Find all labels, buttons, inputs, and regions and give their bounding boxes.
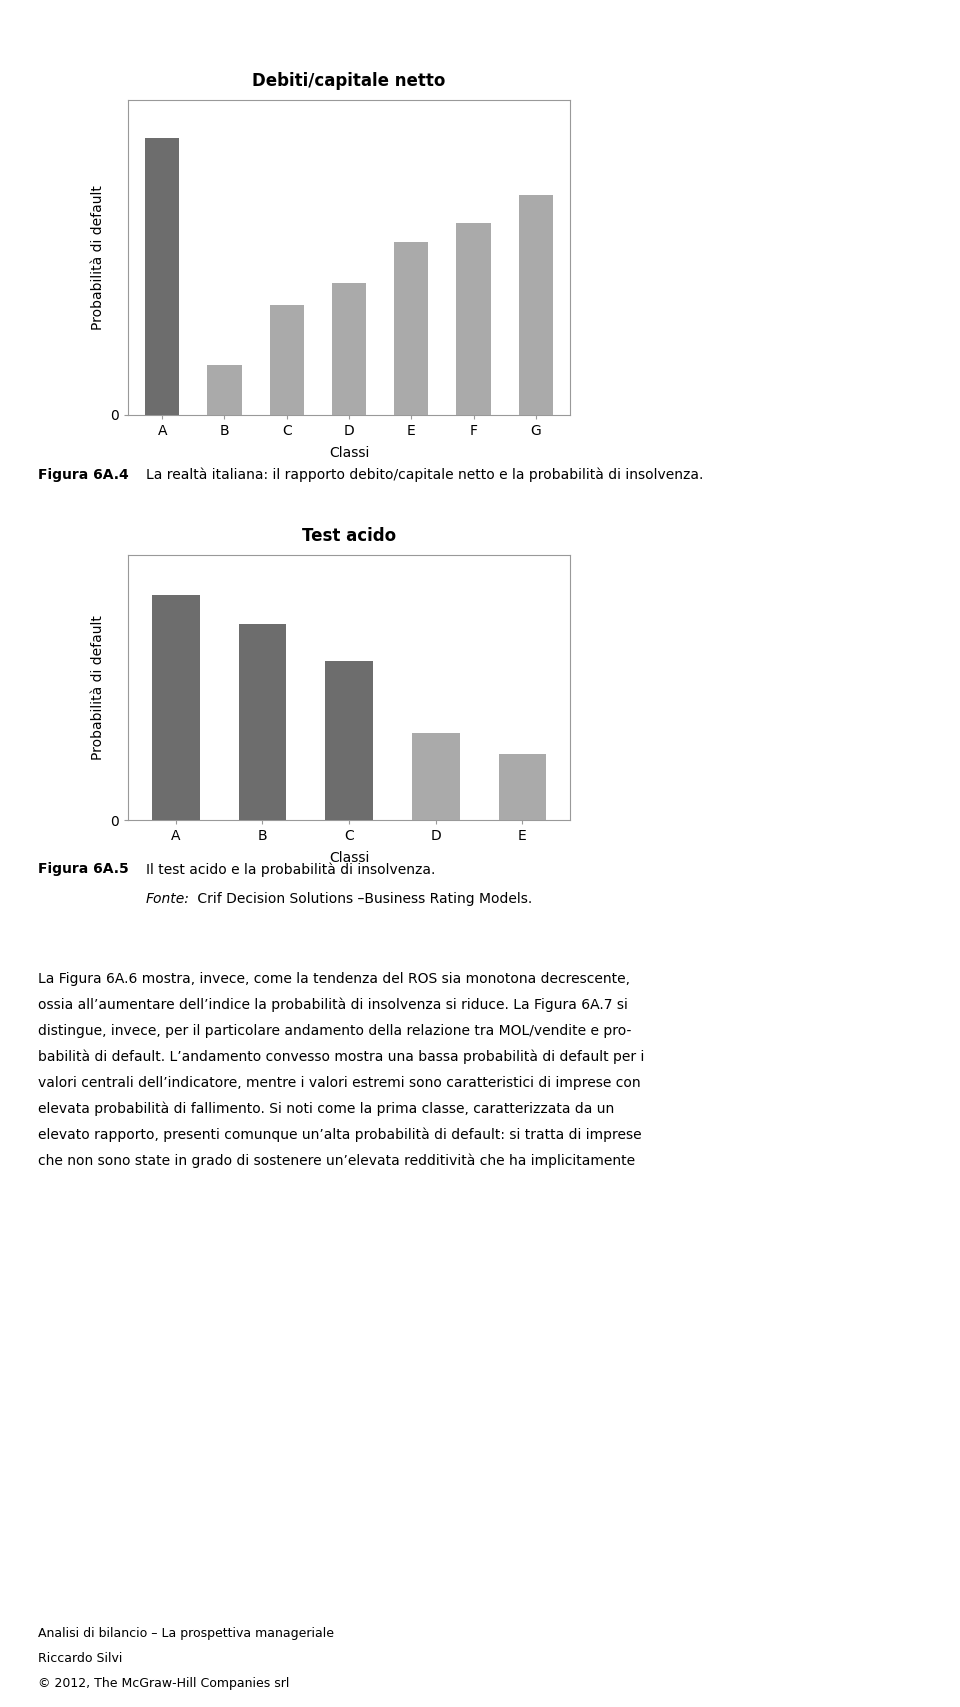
X-axis label: Classi: Classi <box>329 446 370 461</box>
Text: © 2012, The McGraw-Hill Companies srl: © 2012, The McGraw-Hill Companies srl <box>38 1676 289 1690</box>
Bar <box>145 138 180 415</box>
Text: valori centrali dell’indicatore, mentre i valori estremi sono caratteristici di : valori centrali dell’indicatore, mentre … <box>38 1075 640 1091</box>
Bar <box>456 224 491 415</box>
Bar <box>152 594 200 819</box>
Text: Analisi di bilancio – La prospettiva manageriale: Analisi di bilancio – La prospettiva man… <box>38 1627 334 1640</box>
Text: Figura 6A.4: Figura 6A.4 <box>38 468 129 481</box>
Bar <box>207 365 242 415</box>
Bar <box>395 242 428 415</box>
Y-axis label: Probabilità di default: Probabilità di default <box>90 184 105 329</box>
Text: Fonte:: Fonte: <box>146 893 190 906</box>
Text: ossia all’aumentare dell’indice la probabilità di insolvenza si riduce. La Figur: ossia all’aumentare dell’indice la proba… <box>38 999 628 1012</box>
X-axis label: Classi: Classi <box>329 852 370 865</box>
Text: La Figura 6A.6 mostra, invece, come la tendenza del ROS sia monotona decrescente: La Figura 6A.6 mostra, invece, come la t… <box>38 971 630 987</box>
Text: Crif Decision Solutions –Business Rating Models.: Crif Decision Solutions –Business Rating… <box>193 893 532 906</box>
Text: babilità di default. L’andamento convesso mostra una bassa probabilità di defaul: babilità di default. L’andamento convess… <box>38 1050 644 1065</box>
Title: Test acido: Test acido <box>302 527 396 545</box>
Bar <box>498 754 546 819</box>
Text: che non sono state in grado di sostenere un’elevata redditività che ha implicita: che non sono state in grado di sostenere… <box>38 1154 636 1169</box>
Bar <box>412 732 460 819</box>
Bar <box>270 306 304 415</box>
Text: distingue, invece, per il particolare andamento della relazione tra MOL/vendite : distingue, invece, per il particolare an… <box>38 1024 632 1038</box>
Text: Il test acido e la probabilità di insolvenza.: Il test acido e la probabilità di insolv… <box>146 862 436 876</box>
Bar <box>518 195 553 415</box>
Title: Debiti/capitale netto: Debiti/capitale netto <box>252 72 445 90</box>
Bar <box>325 661 372 819</box>
Text: elevata probabilità di fallimento. Si noti come la prima classe, caratterizzata : elevata probabilità di fallimento. Si no… <box>38 1103 614 1116</box>
Text: Figura 6A.5: Figura 6A.5 <box>38 862 129 876</box>
Text: elevato rapporto, presenti comunque un’alta probabilità di default: si tratta di: elevato rapporto, presenti comunque un’a… <box>38 1128 641 1142</box>
Text: La realtà italiana: il rapporto debito/capitale netto e la probabilità di insolv: La realtà italiana: il rapporto debito/c… <box>146 468 704 483</box>
Bar <box>332 283 366 415</box>
Bar <box>238 623 286 819</box>
Y-axis label: Probabilità di default: Probabilità di default <box>90 615 105 760</box>
Text: Riccardo Silvi: Riccardo Silvi <box>38 1652 122 1664</box>
